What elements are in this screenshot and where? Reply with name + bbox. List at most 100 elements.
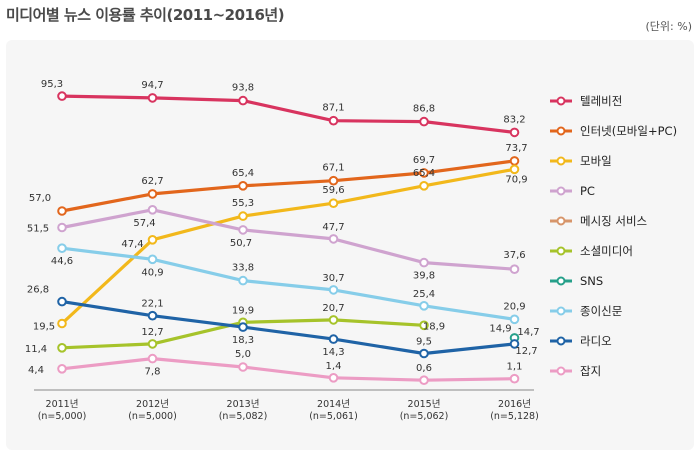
data-label: 95,3 [41, 79, 63, 90]
data-point [509, 339, 520, 349]
data-label: 18,3 [232, 335, 254, 346]
data-label: 19,9 [232, 305, 254, 316]
legend-item: 잡지 [550, 364, 601, 378]
points-layer [57, 91, 520, 386]
legend-label: 잡지 [580, 364, 601, 378]
labels-layer: 95,3 94,7 93,8 87,1 86,8 83,2 57,0 62,7 65,4 67,1… [25, 79, 540, 378]
data-label: 33,8 [232, 263, 254, 274]
data-point [509, 264, 520, 274]
data-label: 1,1 [507, 362, 523, 373]
data-point [147, 205, 158, 215]
data-point [419, 181, 429, 191]
data-label: 57,0 [29, 193, 51, 204]
data-point [509, 373, 520, 384]
x-tick-label: 2016년 (n=5,128) [490, 399, 539, 422]
data-label: 94,7 [141, 80, 163, 91]
data-point [419, 301, 429, 311]
data-label: 65,4 [413, 168, 435, 179]
legend-swatch-marker [556, 306, 566, 316]
data-label: 14,3 [322, 347, 344, 358]
x-tick-label: 2015년 (n=5,062) [400, 399, 449, 422]
legend-label: SNS [580, 274, 603, 288]
data-label: 37,6 [503, 250, 525, 261]
legend-label: 메시징 서비스 [580, 214, 647, 228]
data-label: 20,7 [322, 303, 344, 314]
data-label: 20,9 [503, 301, 525, 312]
data-label: 22,1 [141, 299, 163, 310]
data-label: 47,7 [322, 222, 344, 233]
legend-label: PC [580, 184, 595, 198]
data-label: 87,1 [322, 103, 344, 114]
legend-item: 모바일 [550, 154, 612, 168]
data-point [419, 168, 429, 178]
data-point [419, 116, 429, 127]
data-point [57, 91, 67, 101]
data-point [238, 362, 248, 372]
series-line [61, 159, 515, 213]
data-label: 93,8 [232, 83, 254, 94]
x-tick-label: 2014년 (n=5,061) [309, 399, 358, 422]
data-label: 69,7 [413, 155, 435, 166]
data-label: 0,6 [416, 363, 432, 374]
data-label: 19,5 [33, 322, 55, 333]
data-point [147, 189, 158, 199]
series-line [61, 94, 515, 134]
data-point [328, 285, 339, 295]
legend-label: 소셜미디어 [580, 244, 633, 258]
unit-label: (단위: %) [645, 20, 692, 33]
data-label: 14,7 [517, 327, 539, 338]
legend-label: 인터넷(모바일+PC) [580, 124, 677, 138]
data-label: 11,4 [25, 344, 47, 355]
legend-item: 라디오 [550, 334, 612, 348]
series-line [60, 167, 515, 325]
data-label: 70,9 [505, 174, 527, 185]
data-point [509, 127, 520, 138]
data-label: 1,4 [326, 361, 342, 372]
data-label: 67,1 [322, 163, 344, 174]
legend-swatch-marker [556, 276, 566, 286]
data-point [328, 234, 339, 244]
data-label: 40,9 [141, 267, 163, 278]
data-label: 51,5 [27, 224, 49, 235]
data-label: 26,8 [27, 285, 49, 296]
data-point [238, 322, 248, 332]
data-label: 86,8 [413, 104, 435, 115]
legend-swatch-marker [556, 216, 566, 226]
data-label: 4,4 [28, 365, 44, 376]
data-label: 18,9 [423, 321, 445, 332]
data-point [57, 343, 67, 353]
data-point [238, 275, 248, 286]
data-label: 5,0 [235, 349, 251, 360]
data-label: 44,6 [51, 256, 73, 267]
legend-swatch-marker [556, 246, 566, 256]
data-point [419, 257, 429, 268]
data-point [509, 314, 520, 325]
data-point [147, 93, 158, 103]
data-point [419, 320, 429, 331]
data-label: 55,3 [232, 198, 254, 209]
data-point [328, 334, 339, 344]
series-line [61, 208, 515, 271]
series-line [61, 300, 515, 356]
data-point [238, 181, 248, 191]
data-point [57, 296, 67, 307]
data-label: 83,2 [503, 114, 525, 125]
data-point [147, 353, 158, 364]
data-label: 14,9 [489, 323, 511, 334]
x-tick-label: 2012년 (n=5,000) [128, 399, 177, 422]
data-label: 30,7 [322, 273, 344, 284]
data-point [57, 206, 67, 216]
legend-swatch-marker [556, 96, 566, 106]
legend-swatch-marker [556, 366, 566, 376]
line-chart: 2011년 (n=5,000) 2012년 (n=5,000) 2013년 (n=5,08… [25, 79, 677, 422]
x-tick-label: 2011년 (n=5,000) [38, 399, 87, 422]
legend-swatch-marker [556, 126, 566, 136]
legend-item: PC [550, 184, 595, 198]
x-tick-label: 2013년 (n=5,082) [219, 399, 268, 422]
data-point [419, 348, 429, 359]
data-point [147, 339, 158, 349]
data-point [328, 315, 339, 325]
data-label: 12,7 [515, 346, 537, 357]
legend-item: 인터넷(모바일+PC) [550, 124, 677, 138]
